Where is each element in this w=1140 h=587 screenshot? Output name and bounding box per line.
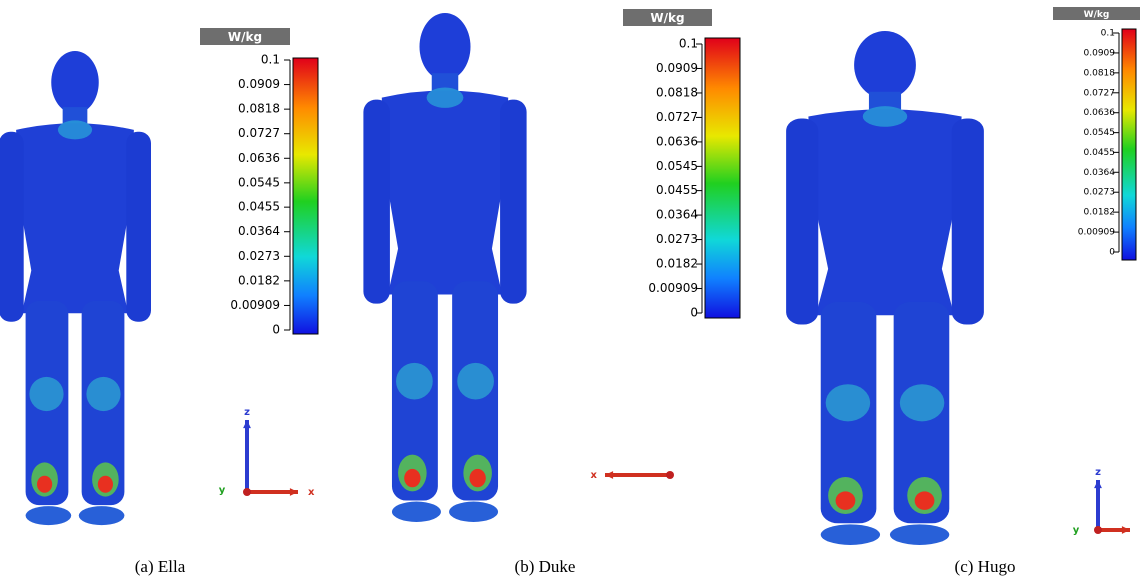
colorbar-tick-label: 0.0545 <box>1084 128 1116 138</box>
arrow-head <box>243 420 251 429</box>
colorbar-tick-label: 0.00909 <box>1078 228 1115 238</box>
colorbar-tick-label: 0 <box>690 306 698 320</box>
colorbar-tick-label: 0 <box>1109 248 1115 258</box>
panel: (a) Ella W/kg 0.1 0.0909 0.0818 0.0727 0.0636 0… <box>0 28 319 576</box>
colorbar-tick-label: 0.0909 <box>656 61 698 75</box>
colorbar-tick-label: 0.0636 <box>656 134 698 148</box>
colorbar-tick-label: 0.1 <box>1101 29 1115 39</box>
caption: (b) Duke <box>515 557 576 576</box>
colorbar-gradient <box>292 57 319 335</box>
colorbar-tick-label: 0.0273 <box>238 249 280 263</box>
colorbar-tick-label: 0.0636 <box>238 151 280 165</box>
axis-label: y <box>219 485 226 496</box>
colorbar-gradient <box>704 37 741 319</box>
colorbar-tick-label: 0.0818 <box>238 102 280 116</box>
arrow-head <box>1121 526 1130 534</box>
colorbar-tick-label: 0.0273 <box>656 232 698 246</box>
axis-label: x <box>591 470 598 481</box>
colorbar-unit: W/kg <box>650 11 684 25</box>
colorbar-header <box>623 9 712 26</box>
colorbar-tick-label: 0.0545 <box>656 159 698 173</box>
colorbar-tick-label: 0.0909 <box>238 77 280 91</box>
colorbar-tick-label: 0.0727 <box>656 110 698 124</box>
colorbar-tick-label: 0.0455 <box>656 183 698 197</box>
colorbar-header <box>1053 7 1140 20</box>
colorbar-header <box>200 28 290 45</box>
colorbar-tick-label: 0.0273 <box>1084 188 1116 198</box>
colorbar-tick-label: 0.0364 <box>238 224 280 238</box>
axis-label: z <box>244 407 250 418</box>
colorbar-tick-label: 0.0364 <box>1084 168 1116 178</box>
colorbar-tick-label: 0.0545 <box>238 175 280 189</box>
colorbar-tick-label: 0.00909 <box>648 281 698 295</box>
colorbar-tick-label: 0.00909 <box>230 298 280 312</box>
colorbar-tick-label: 0.1 <box>679 37 698 51</box>
colorbar-tick-label: 0.1 <box>261 53 280 67</box>
triad-origin <box>666 471 674 479</box>
colorbar-tick-label: 0.0909 <box>1084 48 1116 58</box>
colorbar-tick-label: 0.0727 <box>1084 88 1116 98</box>
colorbar-unit: W/kg <box>228 30 262 44</box>
colorbar-unit: W/kg <box>1084 10 1110 20</box>
colorbar-tick-label: 0.0455 <box>238 200 280 214</box>
panel: (b) Duke W/kg 0.1 0.0909 0.0818 0.0727 0.0636 0… <box>363 9 741 576</box>
body-model <box>0 51 151 526</box>
body-model <box>363 12 527 522</box>
arrow-head <box>1094 480 1102 489</box>
colorbar-tick-label: 0.0182 <box>1084 208 1116 218</box>
axis-label: y <box>1073 525 1080 536</box>
body-model <box>786 30 984 545</box>
arrow-head <box>289 488 298 496</box>
colorbar-tick-label: 0.0364 <box>656 208 698 222</box>
arrow-head <box>605 471 614 479</box>
axis-label: z <box>1095 467 1101 478</box>
colorbar-tick-label: 0 <box>272 323 280 337</box>
colorbar-tick-label: 0.0818 <box>656 85 698 99</box>
colorbar-gradient <box>1121 28 1137 261</box>
colorbar-tick-label: 0.0455 <box>1084 148 1116 158</box>
colorbar-tick-label: 0.0818 <box>1084 68 1116 78</box>
caption: (a) Ella <box>135 557 186 576</box>
colorbar-tick-label: 0.0182 <box>656 257 698 271</box>
triad-origin <box>243 488 251 496</box>
panel: (c) Hugo W/kg 0.1 0.0909 0.0818 0.0727 0.0636 0… <box>786 7 1140 576</box>
caption: (c) Hugo <box>955 557 1016 576</box>
colorbar-tick-label: 0.0636 <box>1084 108 1116 118</box>
triad-origin <box>1094 526 1102 534</box>
colorbar-tick-label: 0.0182 <box>238 273 280 287</box>
axis-label: x <box>308 487 315 498</box>
colorbar-tick-label: 0.0727 <box>238 126 280 140</box>
